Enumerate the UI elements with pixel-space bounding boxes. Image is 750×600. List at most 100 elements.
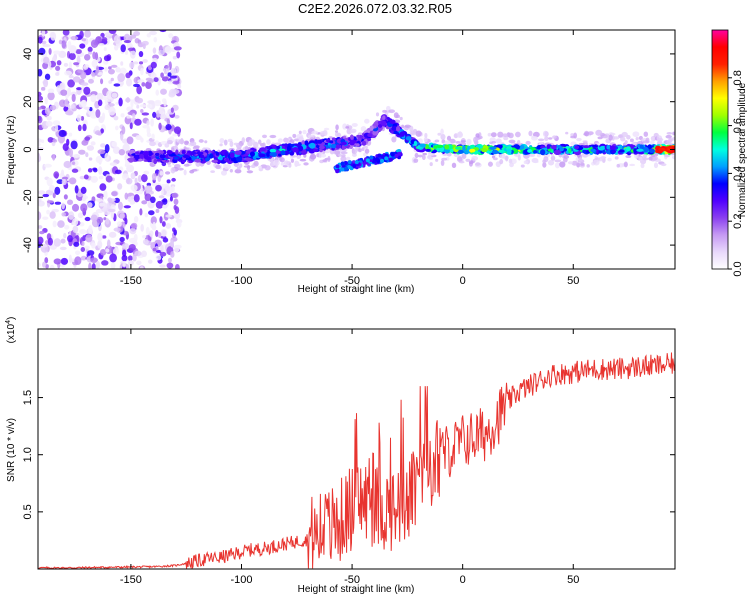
heatmap-cell (309, 153, 317, 160)
heatmap-cell (63, 160, 72, 169)
heatmap-cell (74, 185, 79, 194)
heatmap-cell (294, 160, 299, 166)
heatmap-cell (80, 246, 86, 253)
heatmap-cell (128, 243, 136, 251)
heatmap-cell (46, 115, 52, 121)
heatmap-cell (440, 134, 445, 140)
heatmap-cell (55, 65, 61, 71)
heatmap-cell (377, 153, 382, 158)
heatmap-cell (349, 140, 355, 146)
heatmap-cell (473, 136, 479, 144)
spectrogram-y-tick-label: -40 (22, 237, 34, 253)
heatmap-cell (47, 88, 55, 94)
heatmap-cell (153, 77, 159, 83)
heatmap-cell (642, 146, 649, 153)
heatmap-cell (192, 145, 200, 151)
heatmap-cell (167, 164, 172, 168)
heatmap-cell (580, 162, 585, 166)
heatmap-cell (104, 67, 108, 72)
heatmap-cell (68, 211, 75, 220)
heatmap-cell (59, 83, 65, 89)
heatmap-cell (514, 131, 521, 138)
heatmap-cell (100, 143, 106, 148)
heatmap-cell (358, 148, 362, 153)
heatmap-cell (540, 149, 546, 156)
heatmap-cell (491, 149, 499, 155)
heatmap-cell (127, 260, 134, 266)
heatmap-cell (102, 235, 107, 239)
heatmap-cell (90, 39, 99, 48)
heatmap-cell (167, 72, 172, 77)
heatmap-cell (100, 248, 107, 256)
heatmap-cell (146, 33, 152, 38)
heatmap-cell (616, 163, 620, 168)
heatmap-cell (258, 165, 263, 169)
heatmap-cell (56, 85, 61, 93)
heatmap-cell (155, 255, 162, 261)
heatmap-cell (53, 171, 60, 179)
heatmap-cell (122, 249, 127, 257)
heatmap-cell (60, 257, 69, 265)
heatmap-cell (139, 266, 144, 269)
heatmap-cell (345, 156, 351, 161)
heatmap-cell (264, 165, 271, 171)
heatmap-cell (493, 157, 498, 161)
heatmap-cell (361, 140, 367, 146)
heatmap-cell (80, 255, 87, 261)
chart-title: C2E2.2026.072.03.32.R05 (298, 1, 452, 16)
heatmap-cell (172, 104, 179, 111)
heatmap-cell (52, 220, 57, 228)
heatmap-cell (209, 153, 214, 159)
heatmap-cell (38, 36, 43, 44)
heatmap-cell (148, 150, 153, 157)
heatmap-cell (424, 132, 428, 139)
heatmap-cell (67, 40, 72, 50)
heatmap-cell (72, 218, 79, 226)
heatmap-cell (90, 214, 98, 222)
heatmap-cell (598, 150, 603, 154)
heatmap-cell (89, 106, 93, 112)
heatmap-cell (66, 87, 71, 97)
heatmap-cell (210, 170, 215, 174)
heatmap-cell (83, 86, 91, 95)
heatmap-cell (113, 227, 121, 232)
heatmap-cell (276, 146, 281, 150)
heatmap-cell (503, 136, 509, 141)
heatmap-cell (183, 163, 190, 167)
heatmap-cell (81, 99, 87, 107)
snr-y-tick-label: 1.5 (22, 390, 34, 405)
heatmap-cell (91, 263, 96, 269)
heatmap-cell (68, 52, 76, 61)
heatmap-cell (327, 155, 331, 163)
heatmap-cell (97, 240, 103, 249)
heatmap-cell (414, 152, 419, 159)
heatmap-cell (38, 236, 44, 245)
heatmap-cell (554, 159, 562, 163)
heatmap-cell (671, 155, 675, 160)
heatmap-cell (41, 40, 47, 45)
heatmap-cell (153, 36, 158, 43)
heatmap-cell (108, 231, 117, 238)
heatmap-cell (110, 77, 114, 82)
heatmap-cell (367, 133, 373, 138)
snr-y-tick-label: 0.5 (22, 504, 34, 519)
heatmap-cell (146, 120, 150, 126)
heatmap-cell (61, 202, 65, 210)
heatmap-cell (508, 132, 514, 139)
heatmap-cell (49, 211, 56, 219)
heatmap-cell (133, 61, 139, 65)
heatmap-cell (233, 153, 238, 158)
heatmap-cell (80, 203, 88, 213)
heatmap-cell (42, 62, 49, 70)
heatmap-cell (548, 137, 553, 140)
snr-frame (37, 328, 676, 570)
heatmap-cell (136, 104, 140, 109)
heatmap-cell (162, 198, 168, 205)
heatmap-cell (455, 141, 461, 144)
heatmap-cell (79, 43, 86, 49)
heatmap-cell (335, 169, 340, 174)
heatmap-cell (164, 65, 169, 69)
heatmap-cell (108, 80, 113, 84)
heatmap-cell (129, 61, 135, 69)
heatmap-cell (234, 168, 242, 174)
